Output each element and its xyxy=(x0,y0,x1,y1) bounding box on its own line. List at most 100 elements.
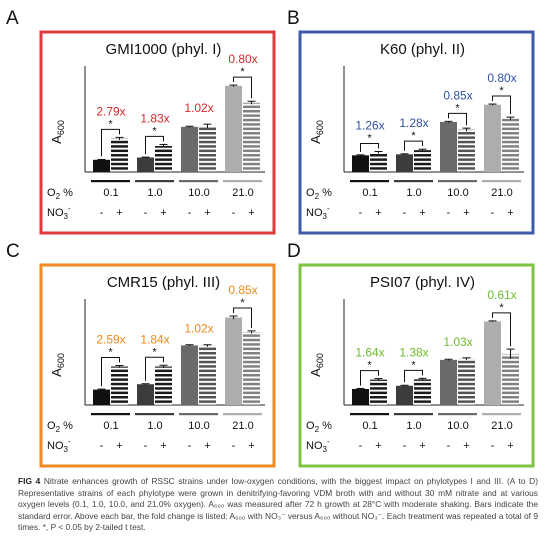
bar-with-nitrate xyxy=(502,353,519,405)
significance-star: * xyxy=(240,297,245,309)
y-axis-label-main: A xyxy=(49,368,64,377)
no3-row-label-sup: - xyxy=(68,437,71,446)
o2-row-label: O2 % xyxy=(47,420,73,434)
no3-row-label-sup: - xyxy=(68,204,71,213)
bar-no-nitrate xyxy=(225,317,242,405)
bar-no-nitrate xyxy=(93,389,110,405)
significance-star: * xyxy=(152,346,157,358)
panel-letter: D xyxy=(287,241,301,262)
fold-change-label: 0.85x xyxy=(228,283,257,297)
no3-minus-mark: - xyxy=(491,207,495,219)
no3-row-label-sub: 3 xyxy=(323,445,328,454)
category-underline xyxy=(135,180,174,183)
y-axis-label-main: A xyxy=(308,368,323,377)
bar-with-nitrate xyxy=(458,129,475,172)
bar-no-nitrate xyxy=(137,157,154,172)
bar-no-nitrate xyxy=(440,122,457,172)
no3-plus-mark: + xyxy=(375,440,381,452)
y-axis-label: A600 xyxy=(308,353,325,377)
fold-change-label: 2.59x xyxy=(96,333,125,347)
no3-minus-mark: - xyxy=(232,207,236,219)
y-axis-label: A600 xyxy=(308,120,325,144)
no3-minus-mark: - xyxy=(232,440,236,452)
significance-bracket xyxy=(145,356,164,381)
no3-minus-mark: - xyxy=(403,207,407,219)
bar-with-nitrate xyxy=(199,126,216,172)
fold-change-label: 1.64x xyxy=(355,346,384,360)
bar-with-nitrate xyxy=(155,366,172,405)
o2-tick-label: 21.0 xyxy=(232,187,253,199)
bar-with-nitrate xyxy=(414,379,431,405)
o2-tick-label: 0.1 xyxy=(362,420,377,432)
o2-row-label: O2 % xyxy=(306,420,332,434)
fold-change-label: 0.80x xyxy=(487,71,516,85)
bar-with-nitrate xyxy=(243,332,260,405)
figure-label: FIG 4 xyxy=(18,476,41,486)
panel-letter: C xyxy=(6,241,20,262)
fold-change-label: 1.02x xyxy=(184,101,213,115)
bar-with-nitrate xyxy=(370,379,387,405)
bar-no-nitrate xyxy=(93,159,110,172)
significance-bracket xyxy=(404,369,423,383)
o2-row-label-sub: 2 xyxy=(56,192,61,201)
figure-caption: FIG 4 Nitrate enhances growth of RSSC st… xyxy=(18,476,538,534)
o2-tick-label: 10.0 xyxy=(188,187,209,199)
bar-with-nitrate xyxy=(458,358,475,405)
bar-with-nitrate xyxy=(155,145,172,172)
fold-change-label: 1.83x xyxy=(140,111,169,125)
no3-row-label-sub: 3 xyxy=(64,212,69,221)
no3-plus-mark: + xyxy=(248,207,254,219)
o2-tick-label: 21.0 xyxy=(491,420,512,432)
bar-with-nitrate xyxy=(414,150,431,172)
category-underline xyxy=(482,413,521,416)
o2-tick-label: 1.0 xyxy=(406,187,421,199)
y-axis-label: A600 xyxy=(49,353,66,377)
bar-with-nitrate xyxy=(370,152,387,172)
category-underline xyxy=(135,413,174,416)
o2-tick-label: 21.0 xyxy=(232,420,253,432)
no3-plus-mark: + xyxy=(248,440,254,452)
significance-star: * xyxy=(499,85,504,97)
y-axis-label-main: A xyxy=(49,135,64,144)
significance-star: * xyxy=(455,102,460,114)
significance-star: * xyxy=(411,130,416,142)
no3-plus-mark: + xyxy=(463,207,469,219)
category-underline xyxy=(438,180,477,183)
no3-plus-mark: + xyxy=(160,207,166,219)
no3-row-label-main: NO xyxy=(47,440,64,452)
bar-no-nitrate xyxy=(484,104,501,172)
y-axis-label-sub: 600 xyxy=(315,120,325,135)
no3-plus-mark: + xyxy=(116,440,122,452)
no3-row-label: NO3- xyxy=(306,204,330,221)
no3-plus-mark: + xyxy=(116,207,122,219)
no3-minus-mark: - xyxy=(188,440,192,452)
no3-minus-mark: - xyxy=(100,440,104,452)
fold-change-label: 0.80x xyxy=(228,52,257,66)
o2-row-label-main: O xyxy=(47,187,56,199)
y-axis-label-sub: 600 xyxy=(56,120,66,135)
significance-bracket xyxy=(101,128,120,157)
significance-bracket xyxy=(233,307,252,328)
y-axis-label-main: A xyxy=(308,135,323,144)
no3-plus-mark: + xyxy=(419,207,425,219)
no3-row-label-main: NO xyxy=(306,207,323,219)
fold-change-label: 1.28x xyxy=(399,116,428,130)
fold-change-label: 1.84x xyxy=(140,332,169,346)
caption-text: Nitrate enhances growth of RSSC strains … xyxy=(18,476,538,533)
no3-row-label: NO3- xyxy=(47,204,71,221)
significance-bracket xyxy=(492,95,511,115)
no3-minus-mark: - xyxy=(447,440,451,452)
bar-no-nitrate xyxy=(181,345,198,405)
fold-change-label: 0.85x xyxy=(443,88,472,102)
no3-minus-mark: - xyxy=(188,207,192,219)
category-underline xyxy=(91,413,130,416)
bar-no-nitrate xyxy=(225,85,242,172)
category-underline xyxy=(350,413,389,416)
fold-change-label: 1.02x xyxy=(184,322,213,336)
y-axis-label: A600 xyxy=(49,120,66,144)
o2-tick-label: 21.0 xyxy=(491,187,512,199)
bar-with-nitrate xyxy=(243,102,260,172)
